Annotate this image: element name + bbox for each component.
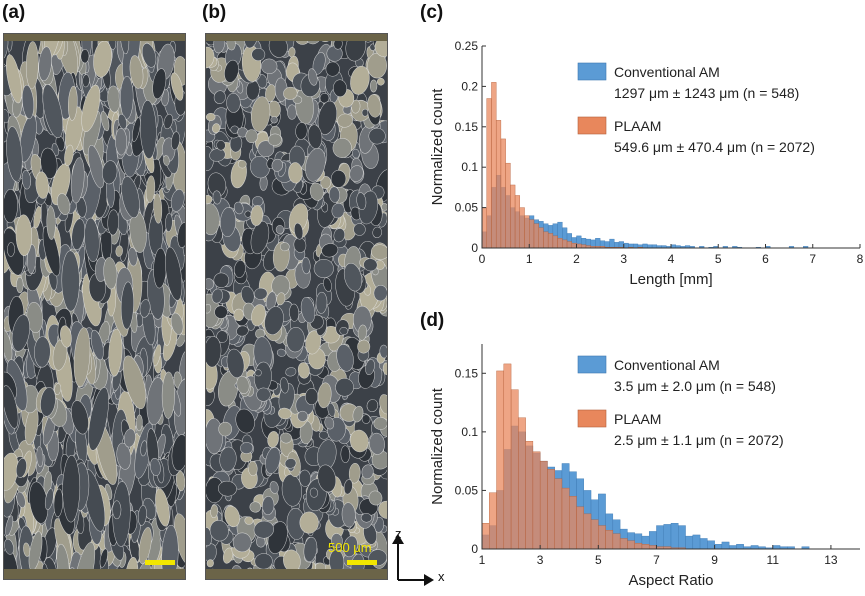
bar-plaam — [525, 441, 534, 550]
panel-label-d: (d) — [420, 310, 445, 331]
x-tick-label: 8 — [857, 252, 864, 266]
bar-conventional — [692, 534, 701, 550]
y-tick-label: 0.05 — [455, 483, 479, 497]
bar-plaam — [503, 363, 512, 550]
bar-plaam — [510, 389, 519, 550]
y-axis-label: Normalized count — [429, 88, 446, 206]
y-tick-label: 0.05 — [455, 201, 479, 215]
y-tick-label: 0 — [471, 542, 478, 556]
y-tick-label: 0.15 — [455, 366, 479, 380]
axis-indicator-x: x — [438, 569, 445, 584]
bar-conventional — [678, 525, 686, 550]
bar-plaam — [547, 469, 555, 550]
panel-label-b: (b) — [202, 2, 227, 23]
legend-swatch — [577, 409, 607, 428]
bar-plaam — [590, 519, 599, 550]
legend-series-name: Conventional AM — [614, 357, 720, 373]
scale-bar-label: 500 μm — [328, 540, 372, 555]
bar-plaam — [481, 523, 490, 550]
scale-bar-a — [145, 560, 175, 565]
micrograph-a — [3, 33, 186, 580]
legend-series-name: PLAAM — [614, 118, 661, 134]
bar-plaam — [554, 478, 563, 550]
micrograph-b — [205, 33, 388, 580]
bar-conventional — [750, 545, 759, 550]
bar-plaam — [648, 545, 657, 550]
axes-indicator — [392, 534, 434, 586]
x-tick-label: 7 — [809, 252, 816, 266]
bar-plaam — [634, 542, 643, 550]
bar-plaam — [605, 530, 614, 550]
panel-label-a: (a) — [2, 2, 26, 23]
scale-bar-b — [347, 560, 377, 565]
legend-series-stats: 3.5 μm ± 2.0 μm (n = 548) — [614, 378, 776, 394]
y-tick-label: 0.2 — [461, 79, 478, 93]
bar-conventional — [670, 523, 679, 550]
y-tick-label: 0.1 — [461, 160, 478, 174]
y-tick-label: 0.15 — [455, 120, 479, 134]
axis-indicator-z: z — [395, 526, 402, 541]
x-tick-label: 13 — [824, 553, 838, 567]
legend-swatch — [577, 62, 607, 81]
bar-conventional — [714, 544, 723, 550]
bar-plaam — [539, 460, 548, 550]
x-tick-label: 1 — [479, 553, 486, 567]
legend-series-stats: 549.6 μm ± 470.4 μm (n = 2072) — [614, 139, 815, 155]
x-tick-label: 3 — [537, 553, 544, 567]
legend-series-stats: 1297 μm ± 1243 μm (n = 548) — [614, 85, 799, 101]
bar-conventional — [656, 525, 664, 550]
bar-plaam — [561, 487, 570, 550]
bar-plaam — [569, 496, 577, 550]
legend-swatch — [577, 355, 607, 374]
bar-conventional — [663, 524, 672, 550]
bar-plaam — [576, 506, 584, 550]
bar-plaam — [627, 540, 635, 550]
x-tick-label: 7 — [653, 553, 660, 567]
bar-conventional — [699, 538, 708, 550]
x-axis-label: Length [mm] — [629, 271, 712, 288]
panel-label-c: (c) — [420, 2, 444, 23]
y-tick-label: 0.25 — [455, 39, 479, 53]
legend-series-name: PLAAM — [614, 411, 661, 427]
bar-conventional — [721, 541, 730, 550]
legend-swatch — [577, 116, 607, 135]
x-tick-label: 5 — [715, 252, 722, 266]
bar-conventional — [772, 545, 781, 550]
x-tick-label: 2 — [573, 252, 580, 266]
x-axis-label: Aspect Ratio — [628, 572, 713, 589]
bar-plaam — [641, 544, 650, 550]
x-tick-label: 4 — [668, 252, 675, 266]
bar-plaam — [532, 451, 541, 550]
bar-plaam — [619, 538, 628, 550]
bar-plaam — [598, 525, 606, 550]
bar-conventional — [728, 545, 737, 550]
bar-plaam — [518, 417, 526, 550]
legend-series-stats: 2.5 μm ± 1.1 μm (n = 2072) — [614, 432, 784, 448]
x-tick-label: 6 — [762, 252, 769, 266]
bar-conventional — [736, 544, 744, 550]
x-tick-label: 5 — [595, 553, 602, 567]
y-tick-label: 0 — [471, 241, 478, 255]
bar-plaam — [489, 492, 497, 550]
x-tick-label: 11 — [767, 553, 780, 567]
bar-conventional — [685, 535, 694, 550]
y-tick-label: 0.1 — [461, 425, 478, 439]
x-tick-label: 3 — [620, 252, 627, 266]
bar-plaam — [583, 513, 592, 550]
bar-conventional — [707, 540, 715, 550]
y-axis-label: Normalized count — [429, 387, 446, 505]
x-tick-label: 9 — [711, 553, 718, 567]
x-tick-label: 0 — [479, 252, 486, 266]
bar-plaam — [496, 370, 505, 550]
x-tick-label: 1 — [526, 252, 533, 266]
bar-plaam — [612, 533, 621, 550]
legend-series-name: Conventional AM — [614, 64, 720, 80]
